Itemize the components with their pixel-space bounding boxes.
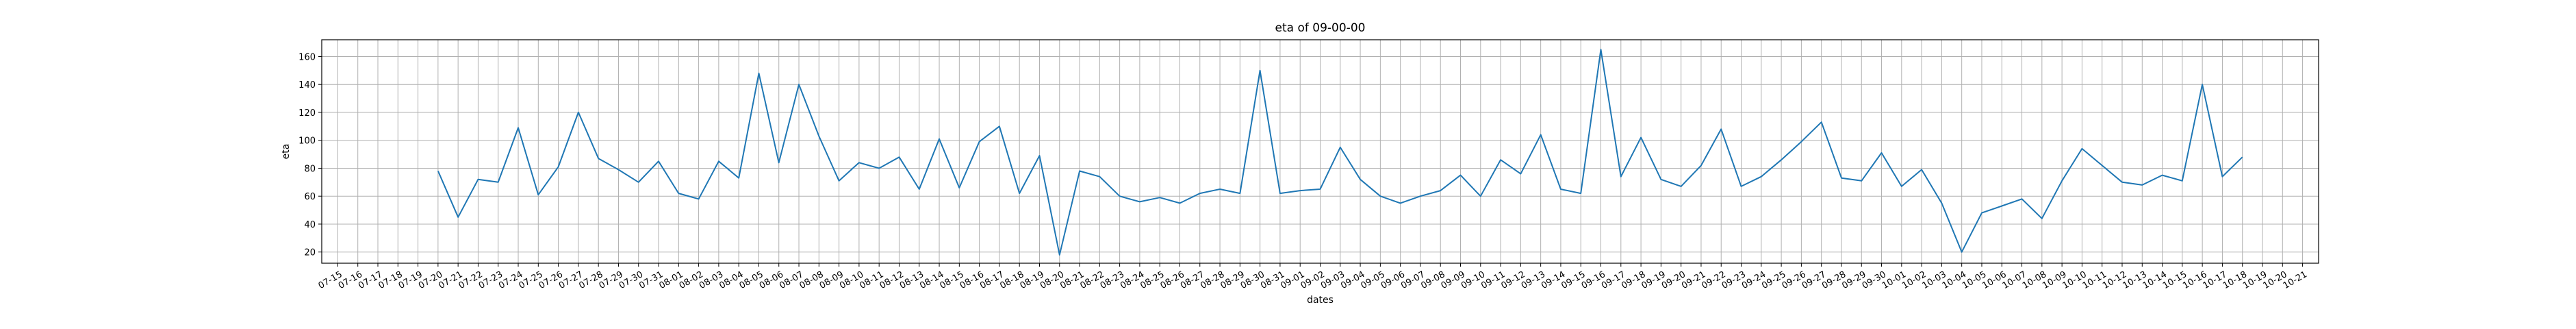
y-tick-label: 60: [304, 192, 316, 202]
y-tick-label: 40: [304, 220, 316, 230]
y-tick-label: 20: [304, 248, 316, 258]
x-axis-label: dates: [1307, 295, 1334, 306]
series-line: [437, 49, 2243, 256]
series-layer: [437, 49, 2243, 256]
y-tick-label: 140: [298, 80, 316, 90]
chart-title: eta of 09-00-00: [1275, 21, 1366, 35]
grid: [322, 40, 2319, 263]
y-axis-label: eta: [281, 144, 292, 160]
y-tick-label: 160: [298, 52, 316, 62]
y-tick-label: 100: [298, 136, 316, 147]
y-axis-ticks: 20 40 60 80 100 120 140 160: [298, 52, 322, 258]
y-tick-label: 120: [298, 108, 316, 119]
y-tick-label: 80: [304, 164, 316, 174]
